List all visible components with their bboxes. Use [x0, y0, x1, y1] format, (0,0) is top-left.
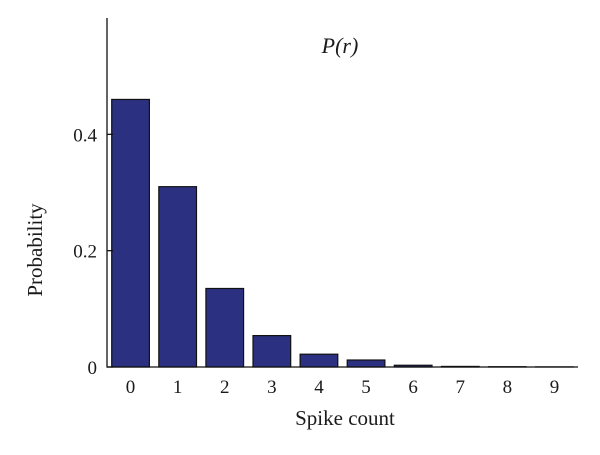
y-tick-label: 0 [88, 358, 98, 379]
chart-title: P(r) [321, 33, 359, 58]
x-tick-label: 2 [220, 377, 230, 398]
x-tick-label: 3 [267, 377, 277, 398]
y-ticks-group: 0 0.2 0.4 [73, 125, 113, 379]
x-tick-label: 4 [314, 377, 324, 398]
x-tick-label: 5 [361, 377, 371, 398]
y-tick-label: 0.2 [73, 242, 97, 263]
x-axis-label: Spike count [295, 406, 395, 430]
bar-4 [299, 353, 339, 368]
x-tick-label: 6 [408, 377, 418, 398]
x-tick-label: 8 [503, 377, 513, 398]
y-axis-label: Probability [23, 203, 47, 297]
y-tick-label: 0.4 [73, 125, 97, 146]
x-ticks-group: 0 1 2 3 4 5 6 7 8 9 [126, 377, 559, 398]
x-tick-label: 1 [173, 377, 183, 398]
x-tick-label: 0 [126, 377, 136, 398]
bar-0 [111, 98, 150, 368]
x-tick-label: 9 [550, 377, 560, 398]
x-tick-label: 7 [456, 377, 466, 398]
bar-5 [346, 359, 386, 368]
bar-2 [205, 287, 245, 368]
bars-group [111, 98, 574, 368]
bar-1 [158, 186, 198, 368]
bar-3 [252, 334, 292, 368]
